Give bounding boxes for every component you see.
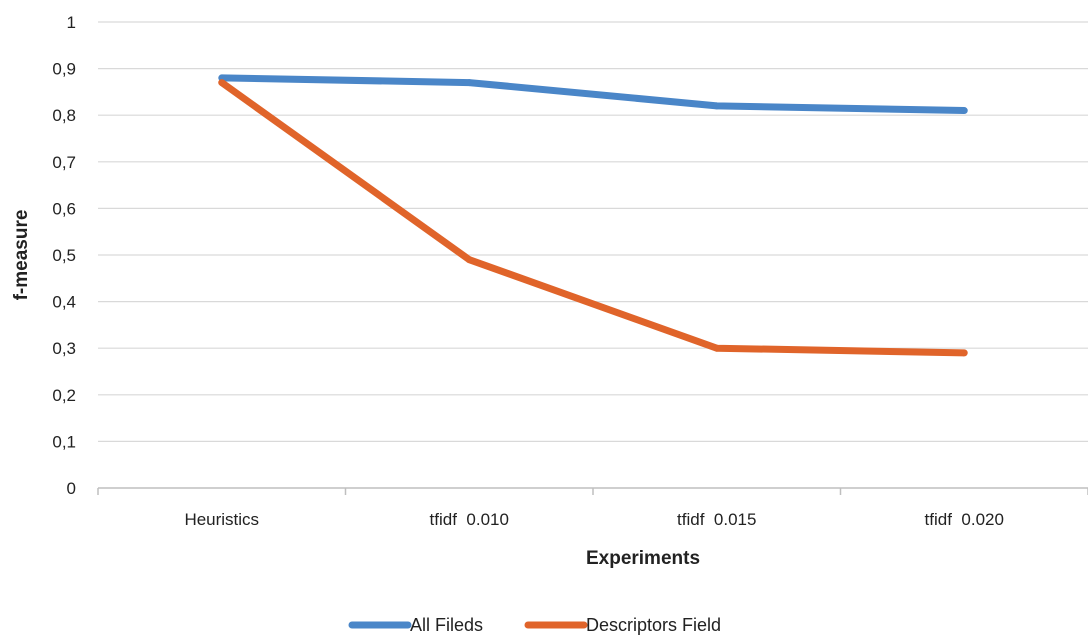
y-tick-label: 0,6	[52, 199, 76, 218]
axes	[97, 487, 1088, 495]
y-tick-label: 0,7	[52, 153, 76, 172]
data-point	[465, 256, 473, 264]
y-axis-title: f-measure	[11, 210, 32, 301]
y-tick-label: 0,4	[52, 293, 76, 312]
x-axis-title: Experiments	[586, 548, 700, 569]
y-tick-label: 0,1	[52, 432, 76, 451]
data-point	[960, 349, 968, 357]
series-lines	[218, 74, 968, 357]
legend-label: All Fileds	[410, 615, 483, 635]
x-tick-label: Heuristics	[184, 510, 259, 529]
data-point	[713, 344, 721, 352]
x-tick-label: tfidf 0.020	[925, 510, 1004, 529]
tick-labels: 0 0,1 0,2 0,3 0,4 0,5 0,6 0,7 0,8 0,9 1 Heuristics t…	[52, 13, 1004, 529]
y-tick-label: 1	[67, 13, 76, 32]
y-tick-label: 0,3	[52, 339, 76, 358]
y-tick-label: 0,2	[52, 386, 76, 405]
legend: All Fileds Descriptors Field	[348, 615, 721, 635]
data-point	[218, 79, 226, 87]
gridlines	[98, 21, 1088, 442]
data-point	[713, 102, 721, 110]
series-line-0	[221, 74, 965, 115]
legend-label: Descriptors Field	[586, 615, 721, 635]
y-tick-label: 0	[67, 479, 76, 498]
x-tick-label: tfidf 0.010	[430, 510, 509, 529]
y-tick-label: 0,9	[52, 60, 76, 79]
data-point	[465, 79, 473, 87]
y-tick-label: 0,8	[52, 106, 76, 125]
y-tick-label: 0,5	[52, 246, 76, 265]
x-tick-label: tfidf 0.015	[677, 510, 756, 529]
data-point	[960, 107, 968, 115]
series-line-1	[219, 79, 965, 357]
